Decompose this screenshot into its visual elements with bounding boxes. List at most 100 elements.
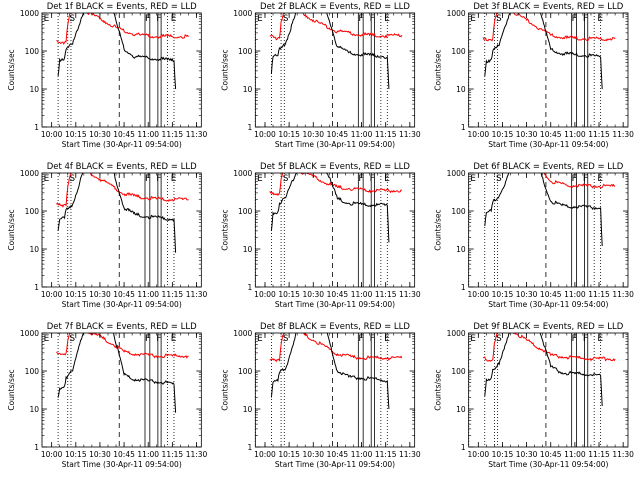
lld-line bbox=[56, 333, 189, 359]
x-tick-label: 11:00 bbox=[351, 450, 373, 459]
y-tick-label: 1 bbox=[34, 283, 39, 292]
x-tick-label: 11:00 bbox=[564, 290, 586, 299]
y-tick-label: 10 bbox=[243, 245, 253, 254]
y-tick-label: 1 bbox=[248, 123, 253, 132]
marker-label: F bbox=[572, 174, 577, 184]
x-tick-label: 10:00 bbox=[468, 130, 490, 139]
lld-line bbox=[56, 13, 189, 45]
marker-label: E bbox=[597, 174, 603, 184]
x-tick-label: 10:00 bbox=[254, 290, 276, 299]
y-axis-label: Counts/sec bbox=[220, 209, 229, 250]
marker-label: E bbox=[470, 14, 476, 24]
x-tick-label: 10:15 bbox=[492, 450, 514, 459]
y-tick-label: 1000 bbox=[233, 329, 252, 338]
marker-label: F bbox=[370, 14, 375, 24]
x-tick-label: 11:30 bbox=[612, 290, 634, 299]
marker-label: F bbox=[145, 174, 150, 184]
x-tick-label: 10:30 bbox=[302, 130, 324, 139]
axes-frame bbox=[254, 332, 416, 448]
y-tick-label: 100 bbox=[25, 207, 40, 216]
y-axis-label: Counts/sec bbox=[7, 49, 16, 90]
y-tick-label: 1 bbox=[248, 443, 253, 452]
marker-label: E bbox=[257, 174, 263, 184]
panel-title: Det 4f BLACK = Events, RED = LLD bbox=[47, 162, 197, 172]
y-axis-label: Counts/sec bbox=[220, 369, 229, 410]
panel-title: Det 5f BLACK = Events, RED = LLD bbox=[260, 162, 410, 172]
x-tick-label: 11:30 bbox=[612, 130, 634, 139]
y-tick-label: 10 bbox=[456, 85, 466, 94]
marker-label: F bbox=[572, 14, 577, 24]
marker-label: E bbox=[44, 14, 50, 24]
x-tick-label: 10:45 bbox=[327, 130, 349, 139]
x-tick-label: 11:00 bbox=[137, 130, 159, 139]
marker-label: S bbox=[496, 174, 502, 184]
x-tick-label: 11:00 bbox=[351, 130, 373, 139]
y-axis-label: Counts/sec bbox=[434, 369, 443, 410]
x-tick-label: 11:15 bbox=[588, 130, 610, 139]
marker-label: F bbox=[583, 174, 588, 184]
lld-line bbox=[543, 173, 616, 189]
events-line bbox=[57, 173, 177, 253]
y-tick-label: 10 bbox=[243, 85, 253, 94]
x-axis-label: Start Time (30-Apr-11 09:54:00) bbox=[62, 460, 182, 469]
x-tick-label: 11:15 bbox=[162, 450, 184, 459]
marker-label: F bbox=[156, 174, 161, 184]
x-tick-label: 11:30 bbox=[612, 450, 634, 459]
y-tick-label: 1 bbox=[34, 123, 39, 132]
x-tick-label: 11:30 bbox=[186, 130, 208, 139]
y-tick-label: 100 bbox=[25, 47, 40, 56]
x-tick-label: 11:15 bbox=[588, 290, 610, 299]
y-tick-label: 1 bbox=[248, 283, 253, 292]
y-tick-label: 10 bbox=[243, 405, 253, 414]
x-tick-label: 10:15 bbox=[65, 450, 87, 459]
y-tick-label: 1000 bbox=[447, 329, 466, 338]
x-tick-label: 10:15 bbox=[65, 290, 87, 299]
x-tick-label: 11:30 bbox=[399, 130, 421, 139]
x-tick-label: 10:30 bbox=[516, 290, 538, 299]
y-tick-label: 100 bbox=[238, 47, 253, 56]
marker-label: F bbox=[370, 334, 375, 344]
marker-label: E bbox=[470, 334, 476, 344]
y-tick-label: 10 bbox=[29, 405, 39, 414]
y-tick-label: 1000 bbox=[20, 329, 39, 338]
marker-label: E bbox=[597, 334, 603, 344]
marker-label: E bbox=[597, 14, 603, 24]
x-tick-label: 11:15 bbox=[162, 290, 184, 299]
axes-frame bbox=[41, 332, 202, 448]
marker-label: S bbox=[283, 174, 289, 184]
x-tick-label: 10:45 bbox=[113, 290, 135, 299]
x-axis-label: Start Time (30-Apr-11 09:54:00) bbox=[488, 140, 608, 149]
x-tick-label: 11:15 bbox=[162, 130, 184, 139]
lld-line bbox=[269, 13, 403, 41]
x-tick-label: 11:00 bbox=[351, 290, 373, 299]
events-line bbox=[484, 173, 603, 247]
y-tick-label: 1000 bbox=[447, 169, 466, 178]
y-tick-label: 100 bbox=[451, 207, 466, 216]
y-tick-label: 100 bbox=[451, 367, 466, 376]
y-axis-label: Counts/sec bbox=[7, 369, 16, 410]
marker-label: F bbox=[145, 14, 150, 24]
panel-title: Det 7f BLACK = Events, RED = LLD bbox=[47, 322, 197, 332]
y-tick-label: 10 bbox=[456, 245, 466, 254]
lld-line bbox=[482, 333, 616, 362]
events-line bbox=[57, 333, 177, 413]
x-tick-label: 10:45 bbox=[327, 450, 349, 459]
x-tick-label: 11:30 bbox=[186, 450, 208, 459]
axes-frame bbox=[468, 12, 629, 128]
x-tick-label: 10:15 bbox=[492, 130, 514, 139]
x-tick-label: 10:45 bbox=[327, 290, 349, 299]
y-tick-label: 100 bbox=[451, 47, 466, 56]
events-line bbox=[57, 13, 177, 90]
y-tick-label: 100 bbox=[238, 367, 253, 376]
marker-label: F bbox=[583, 334, 588, 344]
marker-label: S bbox=[69, 14, 75, 24]
panel-title: Det 3f BLACK = Events, RED = LLD bbox=[473, 2, 623, 12]
axes-frame bbox=[468, 332, 629, 448]
lld-line bbox=[269, 333, 403, 363]
marker-label: F bbox=[572, 334, 577, 344]
panel-title: Det 8f BLACK = Events, RED = LLD bbox=[260, 322, 410, 332]
